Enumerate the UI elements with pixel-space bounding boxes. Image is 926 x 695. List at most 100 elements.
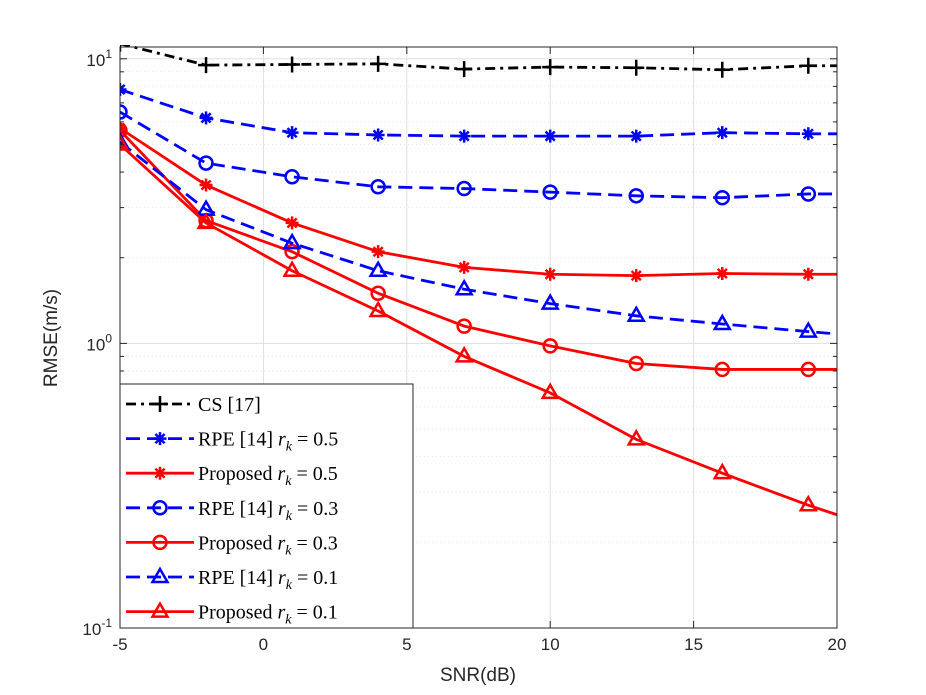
legend-label-prefix: Proposed — [198, 532, 277, 554]
series-line — [120, 127, 837, 278]
series-line — [120, 140, 838, 336]
data-point — [282, 260, 302, 277]
data-point — [715, 126, 729, 140]
legend-label: Proposed rk = 0.1 — [198, 602, 338, 628]
data-point — [196, 212, 216, 230]
series-5 — [120, 122, 837, 378]
legend-label-prefix: CS [17] — [198, 394, 261, 416]
legend-marker-sample — [153, 466, 167, 480]
legend-label-variable: r — [277, 532, 285, 554]
x-axis-title: SNR(dB) — [440, 665, 516, 686]
legend-label: Proposed rk = 0.5 — [198, 463, 338, 489]
y-tick-label: 10-1 — [82, 616, 112, 639]
legend-entry: CS [17] — [126, 394, 261, 416]
legend-marker-sample — [150, 601, 170, 618]
y-tick-label-exponent: 1 — [105, 47, 112, 61]
data-point — [715, 267, 729, 281]
x-tick-label: 5 — [402, 635, 411, 654]
data-point — [542, 184, 558, 200]
legend-label-subscript: k — [286, 440, 293, 455]
series-line — [120, 110, 837, 200]
data-point — [282, 232, 302, 250]
y-tick-label: 101 — [86, 47, 112, 70]
x-tick-label: 0 — [259, 635, 268, 654]
y-tick-label-exponent: 0 — [105, 331, 112, 345]
data-point — [368, 300, 388, 318]
data-point — [199, 111, 213, 125]
data-point — [628, 188, 644, 204]
data-point — [284, 169, 300, 185]
legend-label-value: = 0.5 — [291, 463, 337, 485]
data-point — [456, 180, 472, 197]
y-tick-label-exponent: -1 — [101, 616, 112, 630]
legend-marker-sample — [153, 432, 167, 446]
legend-label-variable: r — [278, 498, 286, 520]
legend-label-subscript: k — [285, 543, 292, 558]
y-tick-label-base: 10 — [86, 51, 105, 70]
y-tick-label-base: 10 — [86, 335, 105, 354]
data-point — [370, 55, 387, 72]
x-tick-label: 10 — [541, 635, 560, 654]
data-point — [457, 260, 471, 274]
data-point — [543, 267, 557, 281]
data-point — [198, 57, 215, 74]
legend-marker-sample — [152, 534, 168, 551]
legend-label-subscript: k — [286, 509, 293, 524]
x-tick-label: 15 — [684, 635, 703, 654]
data-point — [714, 189, 731, 206]
data-point — [801, 127, 815, 141]
legend-label: Proposed rk = 0.3 — [198, 532, 338, 558]
legend-label-prefix: RPE [14] — [198, 429, 278, 451]
data-point — [457, 129, 471, 143]
data-point — [370, 179, 386, 195]
data-point — [284, 56, 301, 73]
legend-label-value: = 0.5 — [292, 429, 338, 451]
data-point — [120, 104, 128, 120]
data-point — [454, 345, 474, 363]
data-point — [285, 216, 299, 230]
legend-label-prefix: RPE [14] — [198, 498, 278, 520]
y-tick-label: 100 — [86, 331, 112, 354]
data-point — [370, 285, 386, 302]
data-point — [629, 269, 643, 283]
legend-label-variable: r — [277, 602, 285, 624]
legend-marker-sample — [152, 396, 168, 412]
data-point — [542, 338, 558, 354]
data-point — [371, 128, 385, 142]
legend-label: CS [17] — [198, 394, 261, 416]
legend-label-prefix: RPE [14] — [198, 567, 278, 589]
data-point — [798, 321, 818, 338]
legend-label-subscript: k — [286, 578, 293, 593]
data-point — [371, 245, 385, 259]
data-point — [542, 59, 559, 76]
legend-entry: RPE [14] rk = 0.1 — [126, 566, 338, 593]
legend-label-prefix: Proposed — [198, 463, 277, 485]
data-point — [368, 260, 388, 277]
legend-marker-sample — [152, 500, 168, 516]
legend-entry: Proposed rk = 0.1 — [126, 601, 338, 628]
x-tick-label: -5 — [112, 635, 127, 654]
legend-entry: Proposed rk = 0.3 — [126, 532, 338, 558]
x-tick-label: 20 — [828, 635, 847, 654]
data-point — [285, 126, 299, 140]
data-point — [801, 267, 815, 281]
data-point — [626, 428, 646, 446]
legend-label-subscript: k — [285, 474, 292, 489]
data-point — [800, 57, 817, 74]
legend-label-value: = 0.3 — [292, 498, 338, 520]
data-point — [198, 155, 214, 171]
data-point — [543, 129, 557, 143]
series-line — [120, 88, 837, 138]
legend-label-variable: r — [278, 429, 286, 451]
data-point — [629, 129, 643, 143]
series-layer — [120, 45, 838, 517]
series-2 — [120, 82, 837, 143]
data-point — [712, 462, 732, 480]
legend-box — [119, 383, 414, 629]
series-7 — [120, 133, 838, 517]
data-point — [456, 61, 473, 78]
axes-box — [119, 46, 838, 629]
